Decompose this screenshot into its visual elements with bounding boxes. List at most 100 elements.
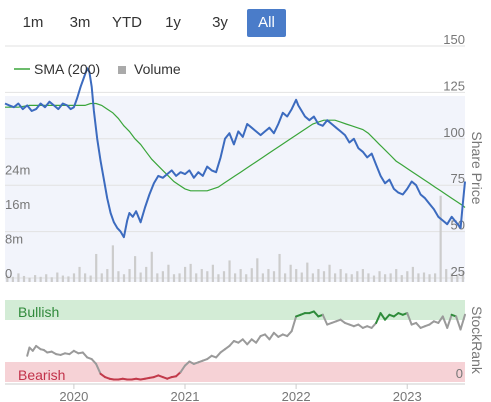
stockrank-segment	[95, 362, 102, 375]
share-price-line	[4, 67, 466, 239]
stockrank-segment	[90, 358, 98, 365]
legend-sma-label: SMA (200)	[34, 61, 100, 77]
volume-bar	[384, 274, 387, 282]
stockrank-tick-0: 0	[456, 366, 463, 381]
volume-bar	[295, 269, 298, 282]
volume-tick-16m: 16m	[5, 197, 30, 212]
range-tab-ytd[interactable]: YTD	[112, 14, 142, 31]
volume-bar	[67, 276, 70, 282]
bullish-zone	[5, 300, 465, 320]
stockrank-segment	[321, 313, 329, 326]
volume-bar	[334, 273, 337, 282]
volume-bar	[289, 264, 292, 282]
stockrank-segment	[272, 331, 280, 338]
volume-bar	[45, 274, 48, 282]
stockrank-axis-title: StockRank	[469, 306, 485, 375]
stockrank-line	[26, 310, 466, 381]
volume-bar	[206, 271, 209, 282]
price-tick-75: 75	[451, 171, 465, 186]
stockrank-segment	[375, 312, 382, 324]
stockrank-segment	[246, 338, 253, 346]
range-tab-1m[interactable]: 1m	[22, 14, 44, 31]
volume-bar	[317, 269, 320, 282]
stockrank-segment	[446, 313, 453, 329]
stockrank-segment	[459, 313, 466, 331]
volume-bar	[56, 272, 59, 282]
stockrank-segment	[406, 312, 413, 326]
range-tab-1y[interactable]: 1y	[165, 14, 181, 31]
volume-bar	[245, 274, 248, 282]
volume-bar	[261, 273, 264, 282]
x-axis: 2020 2021 2022 2023	[5, 383, 465, 402]
x-tick-2023: 2023	[393, 389, 422, 402]
volume-bar	[239, 269, 242, 282]
volume-bar	[311, 273, 314, 282]
price-tick-25: 25	[451, 264, 465, 279]
stockrank-segment	[455, 315, 462, 331]
legend: SMA (200) Volume	[14, 61, 181, 77]
volume-tick-8m: 8m	[5, 232, 23, 247]
stockrank-segment	[175, 371, 182, 378]
volume-bar	[450, 273, 453, 282]
volume-bar	[167, 264, 170, 282]
volume-bar	[128, 269, 131, 282]
legend-volume-swatch	[118, 66, 126, 74]
volume-bar	[217, 274, 220, 282]
volume-bar	[200, 269, 203, 282]
volume-bar	[50, 277, 53, 282]
volume-bar	[222, 271, 226, 282]
volume-bar	[278, 253, 281, 282]
volume-bar	[356, 271, 359, 282]
volume-bar	[428, 274, 431, 282]
x-tick-2020: 2020	[59, 389, 88, 402]
volume-bar	[422, 272, 426, 282]
volume-bar	[150, 251, 153, 282]
volume-bar	[156, 273, 159, 282]
stockrank-segment	[228, 340, 235, 347]
volume-bar	[145, 266, 148, 282]
bearish-zone-label: Bearish	[18, 367, 65, 383]
volume-bar	[406, 271, 409, 282]
volume-bar	[372, 275, 376, 282]
bearish-zone	[5, 362, 465, 382]
volume-bar	[461, 271, 464, 282]
legend-volume-label: Volume	[134, 61, 181, 77]
volume-bar	[78, 266, 81, 282]
stockrank-segment	[268, 331, 275, 341]
volume-bar	[39, 276, 42, 282]
volume-bar	[34, 275, 37, 282]
volume-bar	[106, 269, 109, 282]
stockrank-segment	[255, 335, 262, 344]
volume-bar	[434, 273, 437, 282]
range-tab-3y[interactable]: 3y	[212, 14, 228, 31]
volume-bar	[411, 266, 414, 282]
volume-bar	[378, 271, 381, 282]
volume-bar	[417, 273, 420, 282]
volume-bar	[189, 263, 192, 282]
volume-bar	[161, 271, 164, 282]
stockrank-segment	[415, 321, 422, 329]
volume-bar	[117, 271, 120, 282]
volume-bar	[28, 277, 31, 282]
volume-bar	[22, 275, 26, 282]
volume-bar	[17, 273, 20, 282]
volume-bar	[95, 253, 98, 282]
stockrank-segment	[441, 315, 449, 329]
range-tab-3m[interactable]: 3m	[69, 14, 91, 31]
volume-bars	[6, 195, 464, 282]
volume-bar	[395, 269, 398, 282]
stockrank-segment	[384, 313, 391, 321]
volume-bar	[328, 264, 331, 282]
volume-bar	[61, 275, 64, 282]
volume-bar	[234, 273, 237, 282]
volume-bar	[389, 273, 392, 282]
range-tab-all[interactable]: All	[247, 9, 286, 37]
volume-bar	[134, 256, 137, 282]
stockrank-segment	[312, 310, 320, 318]
volume-bar	[84, 273, 87, 282]
share-price-axis-title: Share Price	[469, 131, 485, 204]
stockrank-segment	[370, 321, 378, 329]
volume-bar	[322, 271, 326, 282]
